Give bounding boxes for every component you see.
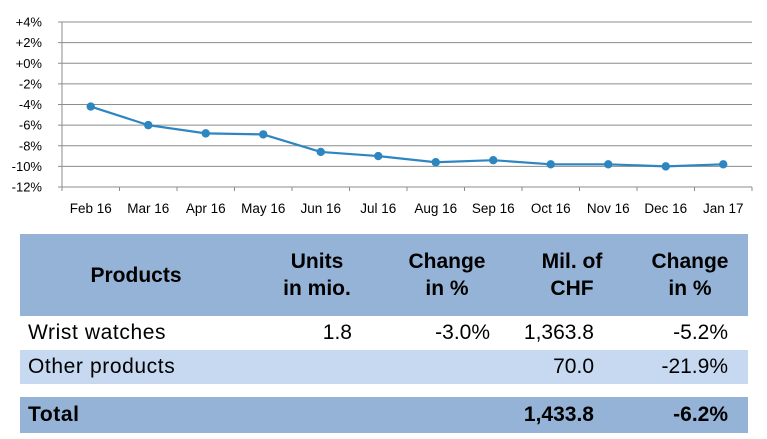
data-point	[661, 162, 670, 171]
units-cell: 1.8	[322, 321, 352, 344]
header-products: Products	[90, 263, 182, 287]
x-tick-label: Sep 16	[472, 201, 515, 216]
header-units-change: Change in %	[408, 250, 486, 300]
y-tick-label: -12%	[12, 180, 43, 195]
y-tick-label: +0%	[16, 56, 43, 71]
data-point	[489, 155, 498, 165]
series-points	[86, 102, 728, 171]
x-tick-label: Nov 16	[587, 201, 630, 216]
data-point	[259, 130, 268, 139]
total-label: Total	[28, 403, 80, 426]
total-units-cell	[252, 397, 382, 433]
table-header-row: Products Units in mio. Change in % Mil. of…	[20, 234, 748, 316]
chf-change-cell: -21.9%	[661, 355, 728, 378]
x-tick-label: Jan 17	[703, 201, 744, 216]
data-point	[546, 160, 555, 169]
table-spacer	[20, 384, 748, 397]
products-table: Products Units in mio. Change in % Mil. of…	[20, 234, 748, 433]
y-tick-label: -8%	[19, 138, 43, 153]
data-point	[316, 147, 325, 157]
series-polyline	[90, 105, 724, 168]
data-point	[86, 102, 95, 111]
data-point	[431, 158, 440, 167]
y-tick-label: +4%	[16, 15, 43, 30]
units-cell	[252, 350, 382, 384]
x-axis-tick-labels: Feb 16 Mar 16 Apr 16 May 16 Jun 16 Jul 16 Aug …	[70, 201, 744, 216]
chf-cell: 1,363.8	[523, 321, 594, 344]
data-point	[374, 151, 383, 161]
table-row: Other products 70.0 -21.9%	[20, 350, 748, 384]
row-label: Other products	[28, 355, 176, 378]
data-point	[144, 120, 153, 130]
y-tick-label: -10%	[12, 159, 43, 174]
header-chf: Mil. of CHF	[541, 250, 603, 300]
x-tick-label: Mar 16	[127, 201, 169, 216]
y-tick-label: -2%	[19, 76, 43, 91]
x-tick-label: Dec 16	[644, 201, 687, 216]
x-tick-label: Aug 16	[414, 201, 457, 216]
products-table-container: Products Units in mio. Change in % Mil. of…	[20, 234, 748, 433]
data-point	[604, 160, 613, 169]
header-chf-change: Change in %	[651, 250, 729, 300]
x-tick-label: Feb 16	[70, 201, 112, 216]
chf-change-cell: -5.2%	[673, 321, 728, 344]
data-point	[201, 129, 210, 138]
header-units: Units in mio.	[283, 250, 351, 300]
table-total-row: Total 1,433.8 -6.2%	[20, 397, 748, 433]
y-axis-tick-labels: +4% +2% +0% -2% -4% -6% -8% -10% -12%	[12, 15, 43, 195]
data-point	[719, 160, 728, 169]
total-chf-cell: 1,433.8	[523, 403, 594, 426]
chf-cell: 70.0	[553, 355, 594, 378]
table-row: Wrist watches 1.8 -3.0% 1,363.8 -5.2%	[20, 316, 748, 350]
row-label: Wrist watches	[28, 321, 167, 344]
y-tick-label: +2%	[16, 35, 43, 50]
x-tick-label: Jul 16	[360, 201, 396, 216]
x-tick-label: Oct 16	[531, 201, 571, 216]
x-tick-label: May 16	[241, 201, 285, 216]
x-tick-label: Apr 16	[186, 201, 226, 216]
y-tick-label: -4%	[19, 97, 43, 112]
total-chf-change-cell: -6.2%	[673, 403, 728, 426]
line-chart: +4% +2% +0% -2% -4% -6% -8% -10% -12% Feb 16 Mar …	[12, 15, 753, 216]
units-change-cell	[382, 350, 512, 384]
units-change-cell: -3.0%	[435, 321, 490, 344]
x-tick-label: Jun 16	[300, 201, 341, 216]
total-units-change-cell	[382, 397, 512, 433]
y-tick-label: -6%	[19, 118, 43, 133]
series-line	[90, 105, 724, 168]
